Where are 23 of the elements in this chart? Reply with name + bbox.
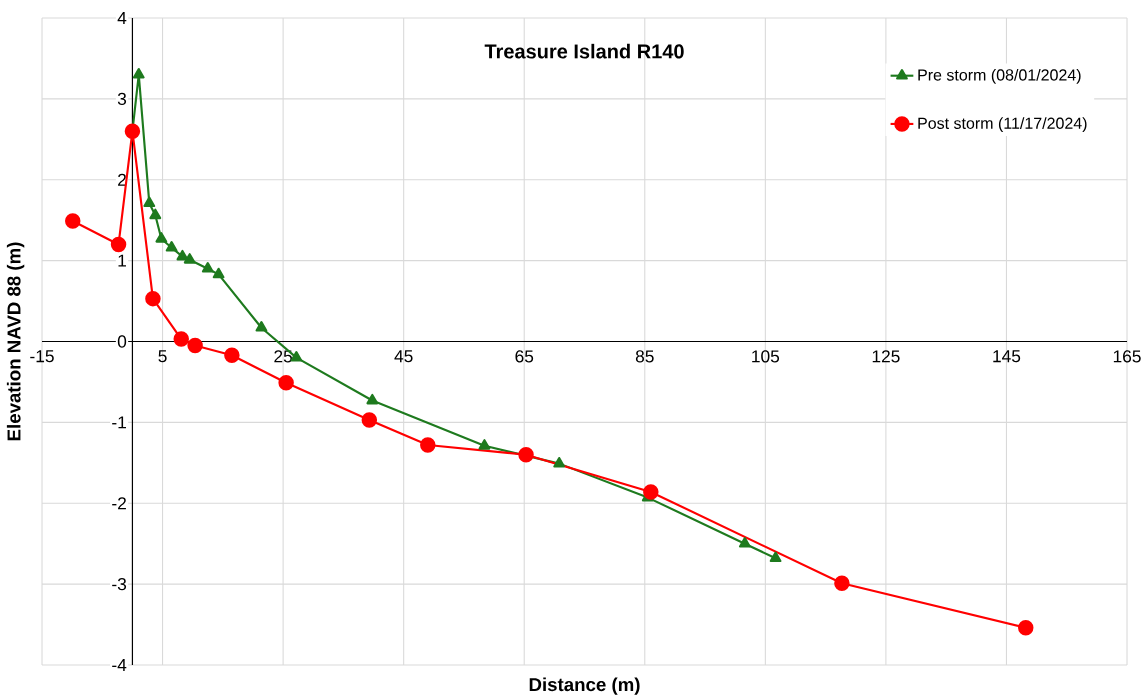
x-axis-title: Distance (m) [529, 677, 640, 695]
y-tick-label: -3 [112, 577, 127, 591]
x-tick-label: -15 [30, 350, 54, 363]
y-axis-title: Elevation NAVD 88 (m) [6, 242, 25, 441]
x-tick-label: 105 [752, 350, 780, 363]
y-tick-label: 4 [117, 11, 127, 24]
y-tick-label: -4 [112, 658, 127, 671]
legend-label: Pre storm (08/01/2024) [918, 68, 1081, 84]
x-tick-label: 145 [993, 350, 1021, 363]
text: Treasure Island R140 [484, 43, 684, 59]
legend-label: Post storm (11/17/2024) [918, 117, 1087, 132]
x-tick-label: 165 [1113, 350, 1141, 363]
y-tick-label: -1 [112, 416, 126, 429]
y-tick-label: -2 [112, 497, 126, 510]
y-tick-label: 3 [117, 92, 127, 105]
x-tick-label: 85 [635, 350, 654, 363]
y-tick-label: 1 [118, 254, 126, 267]
x-tick-label: 125 [872, 350, 900, 363]
y-tick-label: 0 [117, 335, 127, 348]
y-tick-label: 2 [118, 173, 126, 186]
x-tick-label: 65 [515, 350, 534, 363]
x-tick-label: 45 [394, 350, 413, 363]
x-tick-label: 5 [158, 350, 167, 363]
